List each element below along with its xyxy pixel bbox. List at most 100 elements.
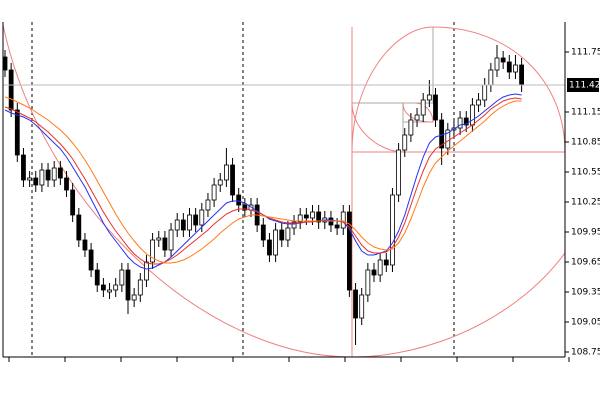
candle-body [21, 154, 26, 181]
candle-body [463, 117, 469, 126]
candle-body [494, 57, 500, 71]
candle-body [267, 239, 272, 256]
y-tick-label: 110.85 [571, 138, 600, 148]
candle-body [408, 119, 414, 136]
y-tick-label: 111.15 [571, 108, 600, 118]
candle-body [402, 134, 408, 151]
candle-body [70, 189, 76, 216]
candle-body [242, 204, 248, 211]
candle-body [125, 269, 131, 301]
candle-body [217, 179, 223, 186]
candle-body [297, 214, 303, 223]
candle-body [291, 221, 297, 229]
candle-body [396, 149, 402, 196]
candle-body [14, 109, 20, 156]
candle-body [230, 164, 235, 196]
candle-body [45, 169, 51, 181]
candle-body [27, 177, 33, 181]
fibonacci-spiral [3, 24, 565, 357]
candle-body [205, 199, 211, 211]
candle-body [174, 219, 180, 231]
candle-body [137, 279, 143, 296]
period-separators [31, 22, 455, 357]
candle-body [180, 219, 186, 231]
plot-area [3, 45, 565, 345]
candle-body [285, 227, 291, 241]
candle-body [33, 177, 39, 186]
current-price-box [567, 78, 599, 92]
candle-body [414, 114, 420, 121]
candle-body [211, 184, 217, 201]
candle-body [476, 99, 481, 106]
candle-body [353, 289, 358, 319]
candle-body [101, 284, 106, 291]
candle-body [482, 84, 488, 101]
candle-body [193, 214, 199, 226]
candle-body [39, 169, 45, 186]
candle-body [156, 237, 162, 241]
candle-body [513, 64, 518, 73]
candle-body [426, 94, 432, 101]
candle-body [3, 56, 8, 71]
candle-body [334, 224, 340, 229]
y-tick-label: 109.35 [571, 288, 600, 298]
candle-body [273, 229, 279, 256]
candle-body [365, 269, 371, 296]
candle-body [433, 94, 438, 121]
candle-body [469, 104, 475, 126]
candle-body [303, 214, 309, 219]
candle-body [420, 99, 426, 116]
candle-body [107, 289, 112, 293]
candle-body [340, 211, 346, 229]
y-tick-label: 109.95 [571, 228, 600, 238]
candle-body [199, 209, 205, 226]
fib-arc [351, 102, 404, 153]
candle-body [371, 269, 377, 276]
fib-arc [351, 26, 565, 153]
y-tick-label: 109.65 [571, 258, 600, 268]
candle-body [377, 259, 383, 276]
candle-body [57, 167, 63, 179]
candle-body [51, 167, 57, 181]
candle-body [488, 69, 494, 86]
candle-body [82, 239, 88, 251]
current-price-label: 111.42 [569, 81, 600, 91]
moving-average [4, 97, 522, 265]
candle-body [506, 61, 512, 73]
moving-average [4, 96, 522, 264]
candle-body [144, 261, 149, 281]
candle-body [113, 284, 119, 291]
y-tick-label: 109.05 [571, 318, 600, 328]
candle-body [119, 269, 125, 286]
candle-body [457, 117, 463, 129]
candle-body [316, 211, 322, 223]
candle-body [279, 229, 285, 241]
candle-body [131, 294, 137, 301]
candle-body [519, 64, 524, 86]
candle-body [383, 259, 389, 266]
candle-body [150, 239, 156, 263]
y-tick-label: 108.75 [571, 348, 600, 358]
candle-body [359, 294, 365, 319]
candle-body [88, 249, 94, 271]
candle-body [64, 177, 69, 191]
candle-body [76, 214, 82, 241]
candle-body [162, 237, 168, 251]
fib-arc [3, 24, 565, 357]
candle-body [168, 229, 174, 251]
candle-body [187, 214, 192, 231]
candle-body [390, 194, 395, 266]
candle-body [346, 211, 352, 291]
y-tick-label: 110.55 [571, 168, 600, 178]
candle-body [94, 269, 100, 286]
candle-body [445, 129, 451, 149]
y-tick-label: 110.25 [571, 198, 600, 208]
candle-body [236, 194, 242, 206]
y-tick-label: 111.75 [571, 48, 600, 58]
candle-body [500, 57, 506, 63]
candle-body [8, 69, 14, 111]
price-axis: 111.75 111.15 110.85 110.55 110.25 109.95 109.… [2, 22, 600, 362]
candle-body [223, 164, 229, 181]
